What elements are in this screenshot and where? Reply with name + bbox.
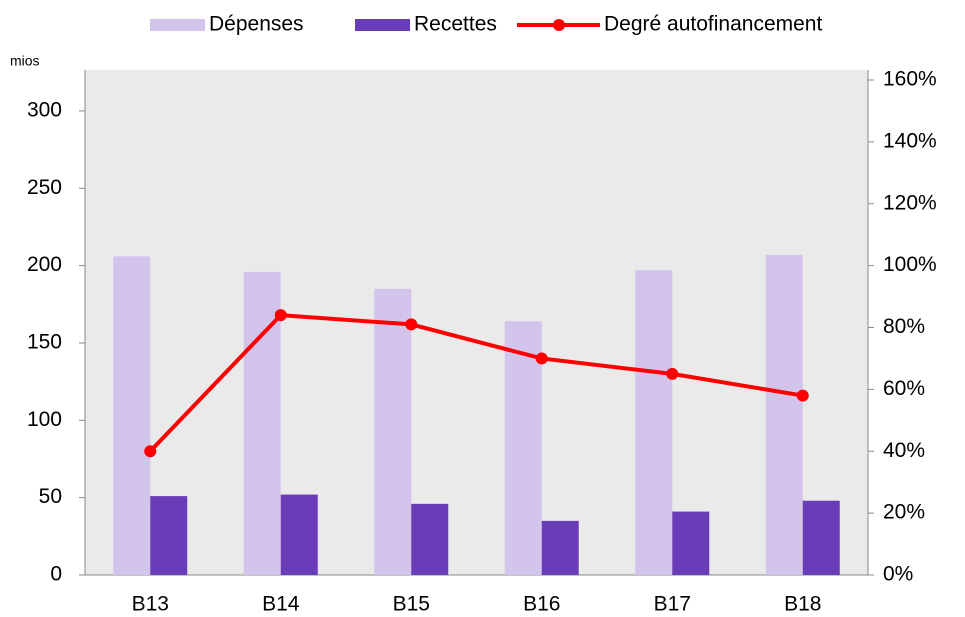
y-tick-label: 250 <box>27 176 62 199</box>
y-axis-label: mios <box>10 53 40 69</box>
x-tick-label: B16 <box>523 593 560 616</box>
bar <box>635 270 673 575</box>
y2-tick-label: 40% <box>883 439 925 462</box>
line-point <box>666 367 679 380</box>
y2-tick-label: 20% <box>883 501 925 524</box>
legend-swatch <box>150 19 205 31</box>
legend-marker <box>553 19 565 31</box>
legend-swatch <box>355 19 410 31</box>
y2-tick-label: 120% <box>883 191 937 214</box>
y-tick-label: 200 <box>27 253 62 276</box>
line-point <box>535 352 548 365</box>
x-tick-label: B13 <box>132 593 169 616</box>
bar <box>150 496 188 575</box>
bar <box>541 520 579 575</box>
y-tick-label: 300 <box>27 98 62 121</box>
y-tick-label: 100 <box>27 408 62 431</box>
y2-tick-label: 0% <box>883 563 913 586</box>
bar <box>280 494 318 575</box>
x-tick-label: B18 <box>784 593 821 616</box>
line-point <box>405 318 418 331</box>
y2-tick-label: 60% <box>883 377 925 400</box>
y2-tick-label: 160% <box>883 68 937 91</box>
bar <box>411 503 449 575</box>
bar <box>672 511 710 575</box>
y2-tick-label: 80% <box>883 315 925 338</box>
bar <box>374 288 412 575</box>
legend-label: Dépenses <box>209 13 304 36</box>
bar <box>765 254 803 575</box>
y-tick-label: 0 <box>50 563 62 586</box>
y-tick-label: 150 <box>27 331 62 354</box>
y2-tick-label: 140% <box>883 129 937 152</box>
legend-label: Degré autofinancement <box>604 13 822 36</box>
plot-area <box>85 70 868 575</box>
x-tick-label: B15 <box>393 593 430 616</box>
bar <box>113 256 151 575</box>
y-tick-label: 50 <box>39 485 62 508</box>
y2-tick-label: 100% <box>883 253 937 276</box>
x-tick-label: B14 <box>262 593 300 616</box>
bar <box>802 500 840 575</box>
line-point <box>144 445 157 458</box>
line-point <box>796 389 809 402</box>
x-tick-label: B17 <box>654 593 691 616</box>
legend-label: Recettes <box>414 13 497 36</box>
bar <box>504 321 542 575</box>
line <box>148 313 804 453</box>
line-point <box>274 309 287 322</box>
